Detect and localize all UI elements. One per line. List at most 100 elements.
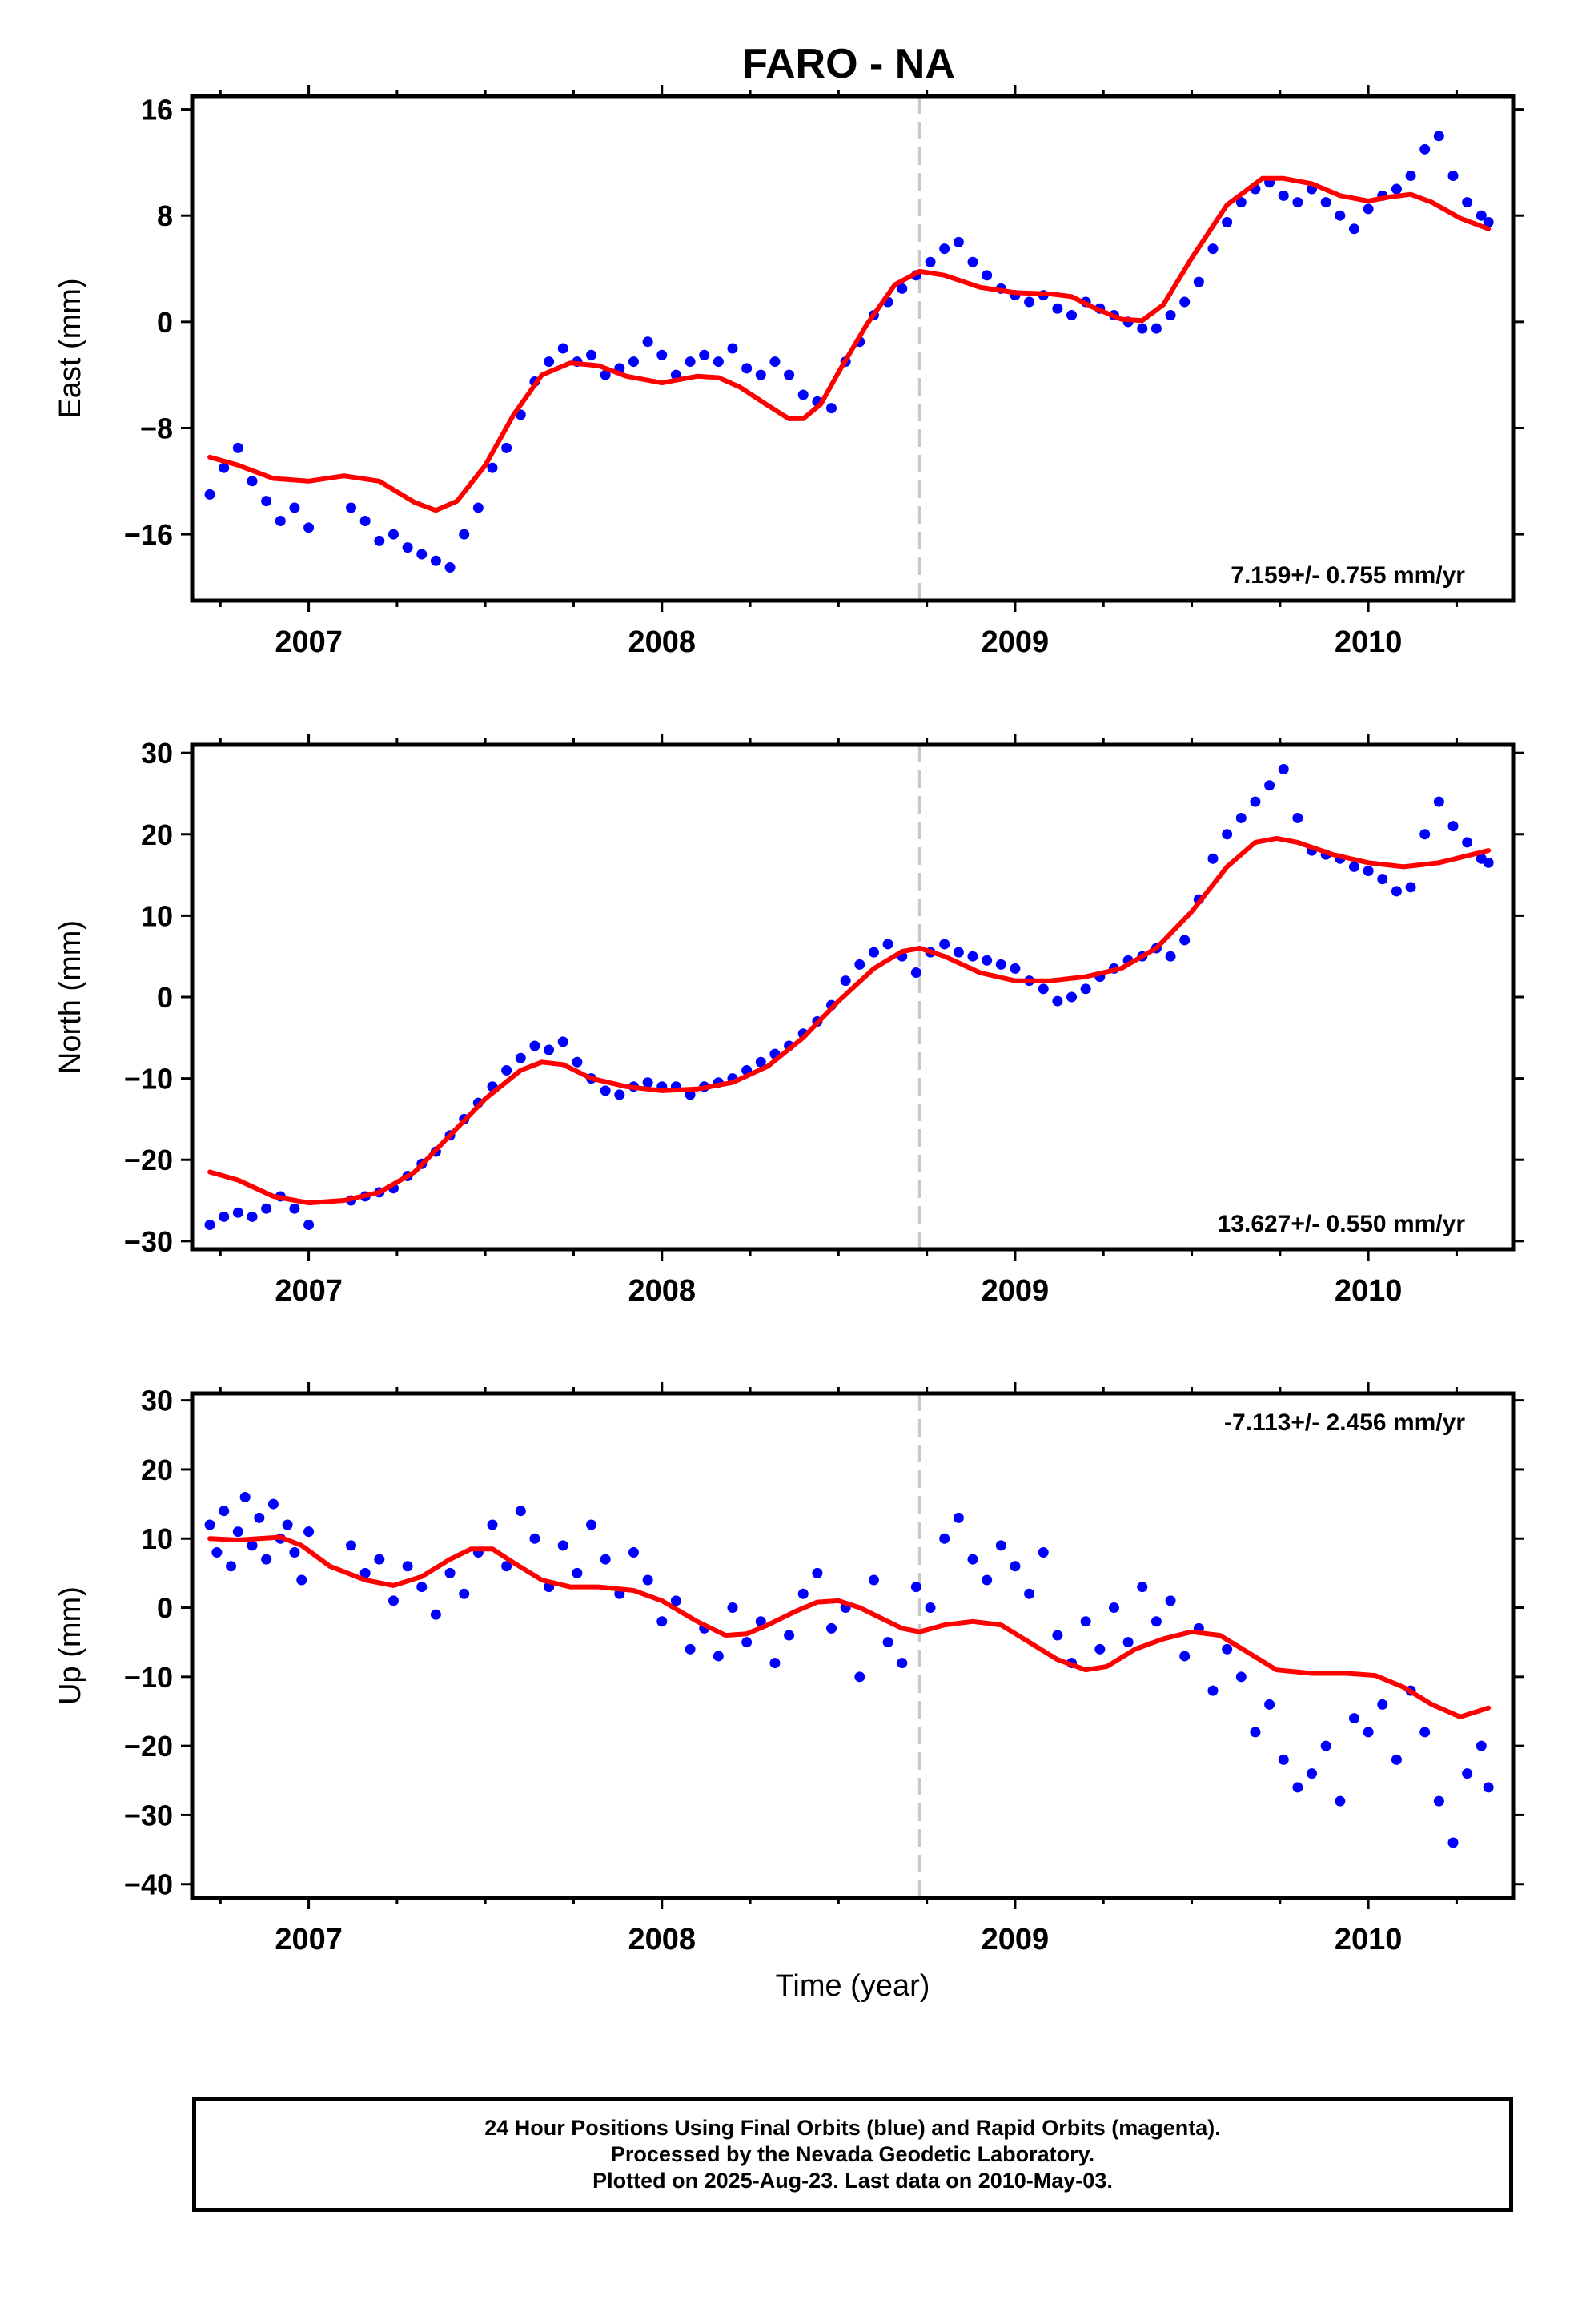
data-point [430,1609,441,1620]
data-point [1193,276,1204,287]
data-point [1038,983,1049,995]
data-point [897,283,908,294]
data-point [628,356,639,368]
data-point [1462,1768,1473,1779]
panel-1: −16 −8 0 8 16 2007 2008 2009 2010 East (mm) 7.159+… [54,85,1524,659]
data-point [953,1512,964,1523]
data-point [1066,310,1078,321]
data-point [995,959,1006,970]
data-point [459,1588,470,1599]
data-point [1348,223,1359,235]
data-point [303,522,315,533]
data-point [1405,170,1416,181]
y-tick-label: −8 [140,412,173,444]
plot-area [192,1393,1513,1898]
data-point [232,442,243,453]
data-point [1391,183,1402,195]
data-point [232,1207,243,1218]
data-point [925,1602,936,1614]
data-point [797,1588,809,1599]
y-tick-label: 30 [141,737,173,770]
data-point [1335,210,1346,221]
footer-line-2: Processed by the Nevada Geodetic Laborat… [610,2141,1095,2166]
data-point [211,1546,223,1558]
data-point [897,1658,908,1669]
data-point [1137,1582,1148,1593]
data-point [303,1526,315,1538]
x-tick-label: 2007 [275,1923,343,1956]
data-point [296,1574,307,1586]
y-tick-label: 10 [141,1522,173,1555]
data-point [1419,143,1431,155]
data-point [247,476,258,487]
data-point [275,516,286,527]
x-tick-label: 2010 [1335,1274,1403,1308]
fit-curve [207,1534,1492,1719]
data-point [1320,197,1331,208]
x-tick-label: 2010 [1335,625,1403,659]
data-point [303,1220,315,1231]
data-point [1363,866,1374,876]
data-point [953,947,964,958]
data-point [600,1554,611,1565]
data-point [1137,323,1148,334]
data-point [642,336,653,348]
data-point [769,1658,781,1669]
data-point [670,1595,681,1606]
data-point [1363,203,1374,215]
chart-title: FARO - NA [742,41,955,87]
data-point [346,1540,357,1551]
data-point [289,502,300,513]
data-point [515,1052,526,1063]
data-point [1222,829,1233,840]
data-point [402,1561,413,1572]
data-point [204,1220,215,1231]
y-tick-label: −10 [124,1063,173,1096]
data-point [472,502,484,513]
data-point [1476,1740,1487,1751]
data-point [1447,1837,1459,1848]
data-point [967,256,978,267]
data-point [1320,1740,1331,1751]
data-point [1250,796,1261,807]
data-point [501,1561,512,1572]
data-point [239,1491,251,1502]
data-point [982,955,993,966]
data-point [741,1637,753,1648]
data-point [487,1519,498,1530]
x-tick-label: 2008 [628,625,696,659]
data-point [529,1040,540,1051]
data-point [967,1554,978,1565]
rate-annotation: 13.627+/- 0.550 mm/yr [1218,1211,1466,1237]
data-point [1052,995,1063,1007]
data-point [1363,1727,1374,1738]
data-point [374,535,385,546]
data-point [1165,1595,1176,1606]
data-point [267,1498,279,1510]
data-point [727,1602,738,1614]
plot-frame [190,94,1516,603]
data-point [1307,1768,1318,1779]
data-point [289,1546,300,1558]
data-point [854,959,865,970]
data-point [374,1554,385,1565]
data-point [1278,763,1289,774]
data-point [219,1506,230,1517]
data-point [1391,886,1402,897]
data-point [1207,853,1219,864]
y-axis-label: Up (mm) [54,1586,87,1705]
x-tick-label: 2010 [1335,1923,1403,1956]
y-tick-label: 0 [157,981,173,1014]
plot-frame [190,1391,1516,1900]
data-point [487,462,498,473]
data-point [501,442,512,453]
x-tick-label: 2007 [275,1274,343,1308]
data-point [529,1533,540,1544]
y-axis-label: North (mm) [54,920,87,1074]
data-point [642,1574,653,1586]
data-point [882,1637,893,1648]
data-point [261,1203,272,1214]
data-point [261,1554,272,1565]
